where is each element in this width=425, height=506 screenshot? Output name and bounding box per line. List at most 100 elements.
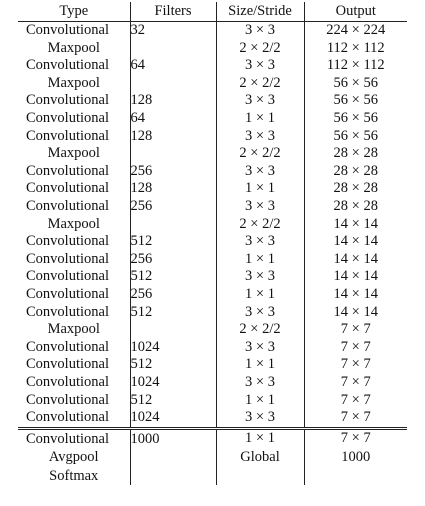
size-stride-cell: 3 × 3 [215,233,304,251]
output-cell: 28 × 28 [303,180,407,198]
output-cell: 7 × 7 [303,321,407,339]
output-cell: 28 × 28 [303,145,407,163]
table-row: Convolutional 256 3 × 3 28 × 28 [18,197,407,216]
size-stride-cell: 3 × 3 [215,409,304,430]
output-cell: 7 × 7 [303,409,407,430]
layer-type-cell: Convolutional [26,92,109,109]
table-body: Convolutional 32 3 × 3 224 × 224 Maxpool 2 × … [18,21,407,430]
layer-type-cell: Convolutional [26,286,109,302]
filters-cell: 1000 [129,428,216,449]
filters-cell: 1024 [129,338,216,357]
output-cell: 56 × 56 [303,92,407,110]
header-type: Type [18,2,130,22]
size-stride-cell: 1 × 1 [215,109,304,128]
filters-cell [129,39,216,58]
table-row: Avgpool Global 1000 [18,448,407,467]
size-stride-cell: 2 × 2/2 [215,215,304,234]
layer-type-cell: Convolutional [26,110,109,127]
table-row: Maxpool 2 × 2/2 112 × 112 [18,39,407,58]
layer-type-cell: Convolutional [26,338,109,355]
table-row: Maxpool 2 × 2/2 28 × 28 [18,145,407,163]
layer-type-cell: Maxpool [47,145,100,162]
size-stride-cell: 1 × 1 [215,180,304,198]
output-cell: 7 × 7 [303,338,407,357]
output-cell: 7 × 7 [303,428,407,449]
output-cell: 56 × 56 [303,109,407,128]
filters-cell: 64 [129,57,216,75]
layer-type-cell: Convolutional [26,127,109,144]
layer-type-cell: Convolutional [26,162,109,179]
size-stride-cell: 3 × 3 [215,197,304,216]
layer-type-cell: Convolutional [26,303,109,320]
output-cell: 56 × 56 [303,74,407,93]
table-row: Convolutional 128 3 × 3 56 × 56 [18,92,407,110]
table-row: Softmax [18,466,407,486]
output-cell: 56 × 56 [303,127,407,146]
output-cell: 224 × 224 [303,21,407,40]
size-stride-cell: 1 × 1 [215,250,304,269]
filters-cell [129,466,216,486]
filters-cell: 256 [129,285,216,304]
layer-type-cell: Maxpool [47,321,100,338]
output-cell: 1000 [303,448,407,467]
table-row: Maxpool 2 × 2/2 56 × 56 [18,74,407,93]
table-row: Convolutional 256 1 × 1 14 × 14 [18,285,407,304]
size-stride-cell: 3 × 3 [215,268,304,286]
size-stride-cell: 1 × 1 [215,285,304,304]
output-cell: 14 × 14 [303,233,407,251]
filters-cell: 512 [129,391,216,410]
table-row: Convolutional 256 3 × 3 28 × 28 [18,162,407,181]
architecture-table: Type Filters Size/Stride Output Convolut… [18,2,407,486]
output-cell: 28 × 28 [303,197,407,216]
filters-cell: 512 [129,356,216,374]
layer-type-cell: Convolutional [26,180,109,197]
filters-cell [129,321,216,339]
size-stride-cell: 2 × 2/2 [215,74,304,93]
size-stride-cell: 2 × 2/2 [215,39,304,58]
filters-cell: 1024 [129,373,216,392]
layer-type-cell: Convolutional [26,391,109,408]
table-row: Convolutional 32 3 × 3 224 × 224 [18,21,407,40]
filters-cell: 32 [129,21,216,40]
output-cell: 7 × 7 [303,391,407,410]
output-cell: 14 × 14 [303,215,407,234]
size-stride-cell: 3 × 3 [215,373,304,392]
layer-type-cell: Convolutional [18,409,130,430]
filters-cell: 64 [129,109,216,128]
size-stride-cell: 2 × 2/2 [215,321,304,339]
size-stride-cell: 3 × 3 [215,21,304,40]
filters-cell: 128 [129,92,216,110]
table-header-row: Type Filters Size/Stride Output [18,2,407,22]
layer-type-cell: Convolutional [26,356,109,373]
output-cell: 14 × 14 [303,285,407,304]
size-stride-cell: 1 × 1 [215,428,304,449]
size-stride-cell: 3 × 3 [215,303,304,322]
filters-cell: 128 [129,127,216,146]
table-row: Convolutional 128 3 × 3 56 × 56 [18,127,407,146]
size-stride-cell: 3 × 3 [215,127,304,146]
layer-type-cell: Convolutional [26,57,109,74]
output-cell: 14 × 14 [303,268,407,286]
layer-type-cell: Convolutional [26,198,109,215]
size-stride-cell: 3 × 3 [215,57,304,75]
table-row: Maxpool 2 × 2/2 7 × 7 [18,321,407,339]
size-stride-cell: 1 × 1 [215,356,304,374]
layer-type-cell: Maxpool [47,215,100,232]
output-cell: 112 × 112 [303,39,407,58]
table-row: Convolutional 512 3 × 3 14 × 14 [18,303,407,322]
header-size-stride: Size/Stride [215,2,304,22]
filters-cell: 512 [129,268,216,286]
size-stride-cell [215,466,304,486]
header-filters: Filters [129,2,216,22]
output-cell: 28 × 28 [303,162,407,181]
output-cell: 7 × 7 [303,373,407,392]
filters-cell [129,145,216,163]
layer-type-cell: Convolutional [26,373,109,390]
